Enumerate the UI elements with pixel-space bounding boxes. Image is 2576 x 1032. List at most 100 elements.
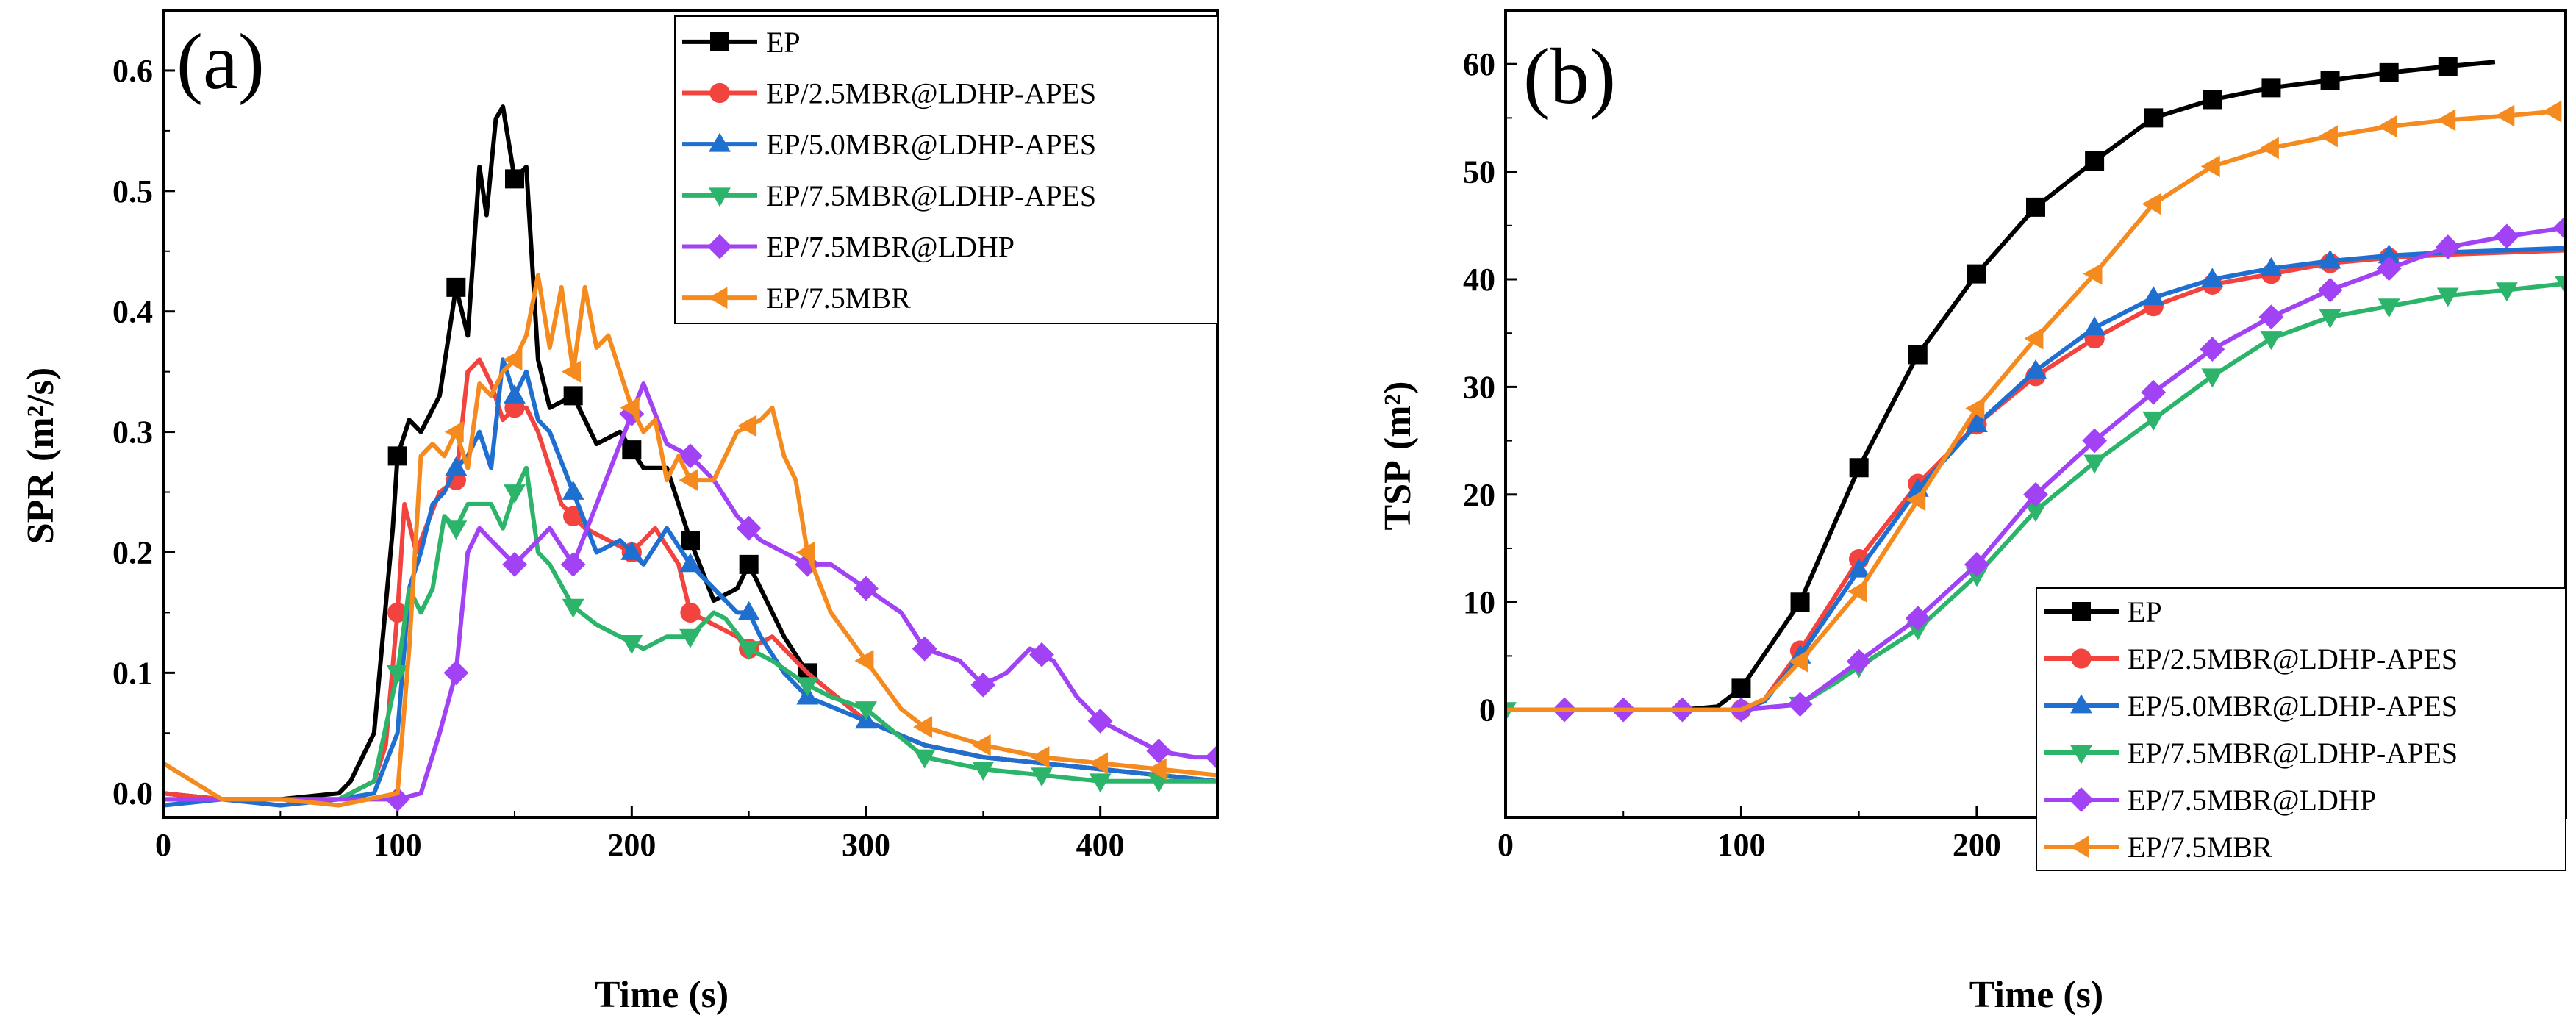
panel-a-data-point: [562, 598, 584, 618]
panel-b-data-point: [2436, 109, 2456, 132]
panel-a-y-tick-label: 0.2: [112, 534, 153, 570]
panel-a-series-line: [163, 273, 1217, 808]
panel-a-data-point: [913, 749, 936, 769]
panel-a-y-axis-title: SPR (m²/s): [20, 368, 62, 544]
panel-b-data-point: [1506, 702, 1517, 722]
panel-b-y-tick-label: 40: [1463, 262, 1495, 298]
panel-b-data-point: [1964, 552, 1989, 577]
panel-b-data-point: [2026, 197, 2045, 217]
panel-b-data-point: [2142, 286, 2165, 306]
panel-b-data-point: [2542, 100, 2562, 123]
panel-b-chart: (b) Time (s) TSP (m²): [1377, 33, 2103, 1016]
panel-a-data-point: [796, 677, 819, 697]
panel-a-data-point: [737, 641, 760, 661]
panel-a-data-point: [678, 443, 703, 469]
panel-b-data-point: [1965, 413, 1988, 433]
panel-a-plot: 0 100 200 300 400 0.0 0.1 0.2 0.3 0.4 0.5 0.6 EP EP/2…: [112, 9, 1219, 863]
panel-b-data-point: [1788, 650, 1808, 673]
panel-b-data-point: [2082, 428, 2108, 454]
panel-b-legend-marker: [2072, 602, 2091, 621]
panel-a-data-point: [563, 386, 583, 406]
panel-a-data-point: [1030, 746, 1050, 769]
panel-a-legend-marker: [710, 32, 729, 51]
panel-a-data-point: [502, 551, 527, 577]
panel-a-data-point: [681, 531, 700, 551]
panel-a-y-tick-label: 0.6: [112, 53, 153, 89]
panel-a-series-group: [163, 104, 1217, 812]
panel-b-data-point: [2555, 276, 2566, 295]
panel-b-legend-box: [2036, 587, 2566, 871]
panel-a-data-point: [505, 169, 524, 189]
panel-b-data-point: [2436, 287, 2459, 307]
panel-a-data-point: [679, 553, 701, 573]
panel-a-series-ep-7-5mbr-ldhp: [163, 381, 1217, 812]
panel-a-x-tick-label: 200: [607, 827, 656, 863]
panel-b-data-point: [2495, 282, 2518, 302]
panel-b-data-point: [2085, 151, 2105, 171]
panel-a-data-point: [1087, 708, 1113, 734]
panel-b-series-ep-7-5mbr: [1506, 100, 2562, 712]
panel-a-data-point: [620, 396, 640, 419]
panel-b-data-point: [2318, 125, 2338, 148]
panel-b-data-point: [2201, 368, 2224, 388]
panel-a-data-point: [562, 360, 582, 383]
panel-b-data-point: [2141, 379, 2167, 405]
panel-a-legend-label: EP/7.5MBR@LDHP-APES: [766, 179, 1096, 212]
panel-a-data-point: [737, 415, 757, 437]
panel-a-chart: (a) Time (s) SPR (m²/s): [20, 18, 729, 1016]
panel-a-data-point: [504, 484, 526, 504]
panel-a-data-point: [1031, 767, 1053, 787]
panel-a-x-tick-label: 300: [842, 827, 890, 863]
panel-a-data-point: [795, 541, 815, 564]
panel-b-y-tick-label: 60: [1463, 46, 1495, 82]
panel-a-data-point: [560, 551, 586, 577]
panel-a-y-tick-label: 0.0: [112, 775, 153, 811]
panel-a-legend-marker: [709, 82, 730, 104]
panel-a-data-point: [444, 420, 464, 443]
panel-a-series-line: [163, 357, 1217, 802]
panel-b-x-tick-label: 200: [1953, 827, 2001, 863]
panel-a-data-point: [737, 601, 760, 620]
panel-b-data-point: [2083, 454, 2106, 474]
panel-a-data-point: [680, 602, 701, 623]
panel-a-data-point: [679, 469, 698, 492]
panel-b-data-point: [2142, 193, 2161, 215]
panel-a-legend-box: [674, 15, 1218, 324]
panel-b-x-tick-label: 0: [1498, 827, 1514, 863]
panel-a-data-point: [854, 576, 879, 601]
panel-b-data-point: [1906, 621, 1929, 641]
panel-b-data-point: [2379, 62, 2399, 82]
panel-b-y-tick-label: 30: [1463, 369, 1495, 405]
panel-b-data-point: [1790, 592, 1810, 612]
panel-b-data-point: [2259, 137, 2279, 160]
panel-a-data-point: [446, 277, 466, 297]
panel-a-data-point: [1029, 642, 1054, 667]
panel-a-y-tick-label: 0.3: [112, 415, 153, 451]
panel-b-y-tick-label: 50: [1463, 154, 1495, 190]
panel-a-x-tick-label: 100: [373, 827, 422, 863]
panel-b-series-group: [1506, 57, 2566, 723]
panel-b-data-point: [2378, 298, 2400, 318]
panel-b-y-tick-label: 10: [1463, 584, 1495, 620]
panel-b-data-point: [2495, 104, 2515, 127]
panel-a-data-point: [970, 672, 996, 698]
panel-b-y-axis-title: TSP (m²): [1377, 381, 1419, 531]
panel-b-data-point: [2376, 256, 2402, 282]
panel-b-data-point: [2203, 90, 2222, 110]
panel-b-data-point: [2320, 71, 2340, 90]
panel-b-x-axis-title: Time (s): [1969, 974, 2103, 1016]
panel-b-legend-marker: [2070, 745, 2092, 764]
panel-b-data-point: [1849, 458, 1869, 478]
panel-a-data-point: [736, 515, 762, 541]
panel-b-data-point: [2378, 244, 2400, 264]
panel-a-data-point: [387, 602, 408, 623]
panel-a-series-ep-7-5mbr: [163, 273, 1217, 808]
panel-a-data-point: [620, 540, 643, 560]
panel-b-data-point: [2083, 316, 2106, 336]
panel-b-data-point: [2023, 481, 2048, 507]
panel-a-series-line: [163, 357, 1217, 808]
panel-b-data-point: [2494, 223, 2519, 249]
panel-a-legend-label: EP/2.5MBR@LDHP-APES: [766, 77, 1096, 110]
panel-b-data-point: [2378, 115, 2397, 138]
